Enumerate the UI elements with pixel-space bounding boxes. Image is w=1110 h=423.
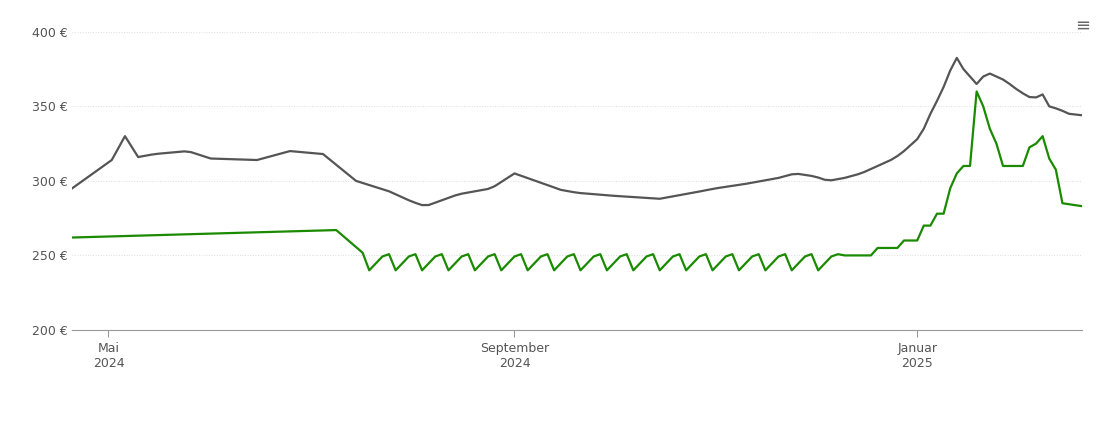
Text: ≡: ≡ [1074,17,1090,35]
